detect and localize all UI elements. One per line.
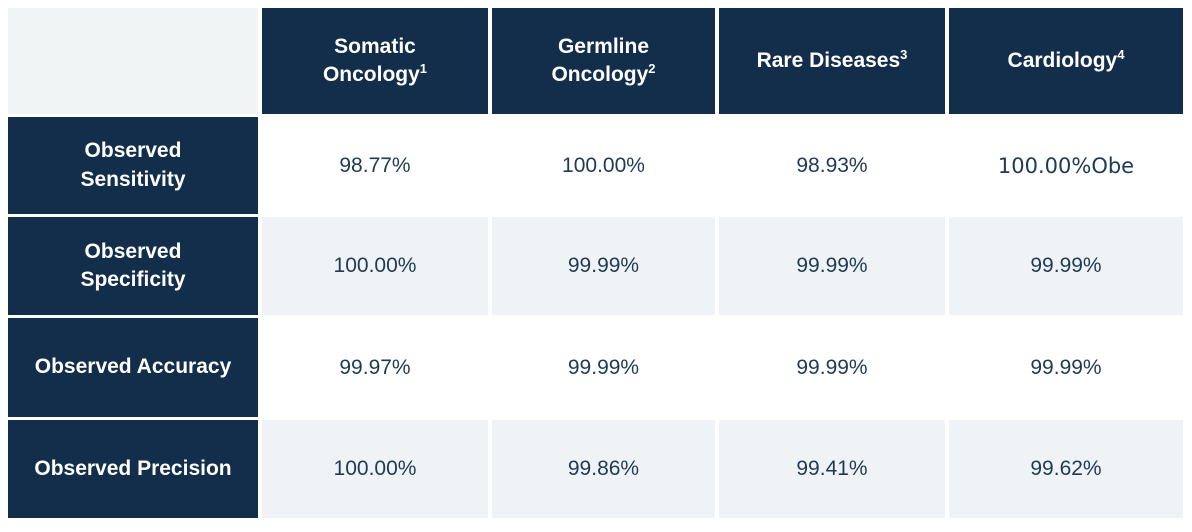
value-text: 99.99% [567, 254, 640, 277]
footnote-marker: 1 [419, 61, 428, 76]
value-text: 100.00%Obe [997, 153, 1135, 178]
value-cell: 98.93% [719, 117, 945, 214]
value-text: 99.86% [567, 457, 640, 480]
header-cell-rare-diseases: Rare Diseases3 [719, 8, 945, 114]
value-text: 98.77% [339, 153, 411, 177]
value-text: 99.62% [1030, 457, 1102, 480]
footnote-marker: 2 [648, 61, 656, 76]
header-label: Somatic [334, 34, 416, 58]
value-text: 99.99% [796, 355, 868, 379]
row-label-observed-specificity: Observed Specificity [8, 217, 258, 315]
value-cell: 99.99% [719, 217, 945, 315]
value-cell: 99.99% [719, 318, 945, 417]
header-cell-germline-oncology: Germline Oncology2 [492, 8, 715, 114]
value-text: 99.97% [339, 355, 411, 379]
value-cell: 99.41% [719, 420, 945, 518]
header-label: Oncology [551, 63, 649, 86]
value-cell: 99.86% [492, 420, 715, 518]
value-text: 100.00% [333, 254, 417, 277]
value-cell: 99.62% [949, 420, 1183, 518]
value-cell: 100.00% [492, 117, 715, 214]
footnote-marker: 4 [1117, 46, 1125, 62]
performance-results-table: Somatic Oncology1 Germline Oncology2 Rar… [8, 8, 1183, 518]
value-cell: 100.00% [262, 217, 488, 315]
value-cell: 99.99% [492, 318, 715, 417]
header-label: Cardiology [1007, 48, 1118, 72]
row-label-observed-accuracy: Observed Accuracy [8, 318, 258, 417]
value-cell: 100.00%Obe [949, 117, 1183, 214]
header-cell-somatic-oncology: Somatic Oncology1 [262, 8, 488, 114]
value-cell: 99.97% [262, 318, 488, 417]
value-text: 99.99% [796, 254, 868, 277]
header-cell-cardiology: Cardiology4 [949, 8, 1183, 114]
row-label-text: Observed [84, 239, 182, 263]
header-label: Oncology [322, 63, 420, 86]
value-text: 100.00% [333, 457, 417, 480]
row-label-observed-precision: Observed Precision [8, 420, 258, 518]
header-label: Germline [557, 34, 650, 58]
value-cell: 98.77% [262, 117, 488, 214]
value-text: 99.99% [1030, 254, 1102, 277]
value-text: 100.00% [562, 153, 645, 177]
row-label-text: Specificity [80, 268, 186, 291]
value-cell: 99.99% [949, 318, 1183, 417]
row-label-text: Sensitivity [80, 167, 186, 191]
corner-cell [8, 8, 258, 114]
row-label-text: Observed [84, 139, 182, 163]
value-cell: 99.99% [949, 217, 1183, 315]
footnote-marker: 3 [900, 46, 908, 62]
row-label-observed-sensitivity: Observed Sensitivity [8, 117, 258, 214]
value-cell: 100.00% [262, 420, 488, 518]
value-text: 99.99% [567, 355, 640, 379]
row-label-text: Observed Accuracy [34, 355, 232, 379]
row-label-text: Observed Precision [34, 456, 232, 480]
value-text: 99.99% [1030, 355, 1102, 379]
value-text: 99.41% [796, 457, 868, 480]
value-cell: 99.99% [492, 217, 715, 315]
header-label: Rare Diseases [756, 48, 901, 72]
value-text: 98.93% [796, 153, 868, 177]
